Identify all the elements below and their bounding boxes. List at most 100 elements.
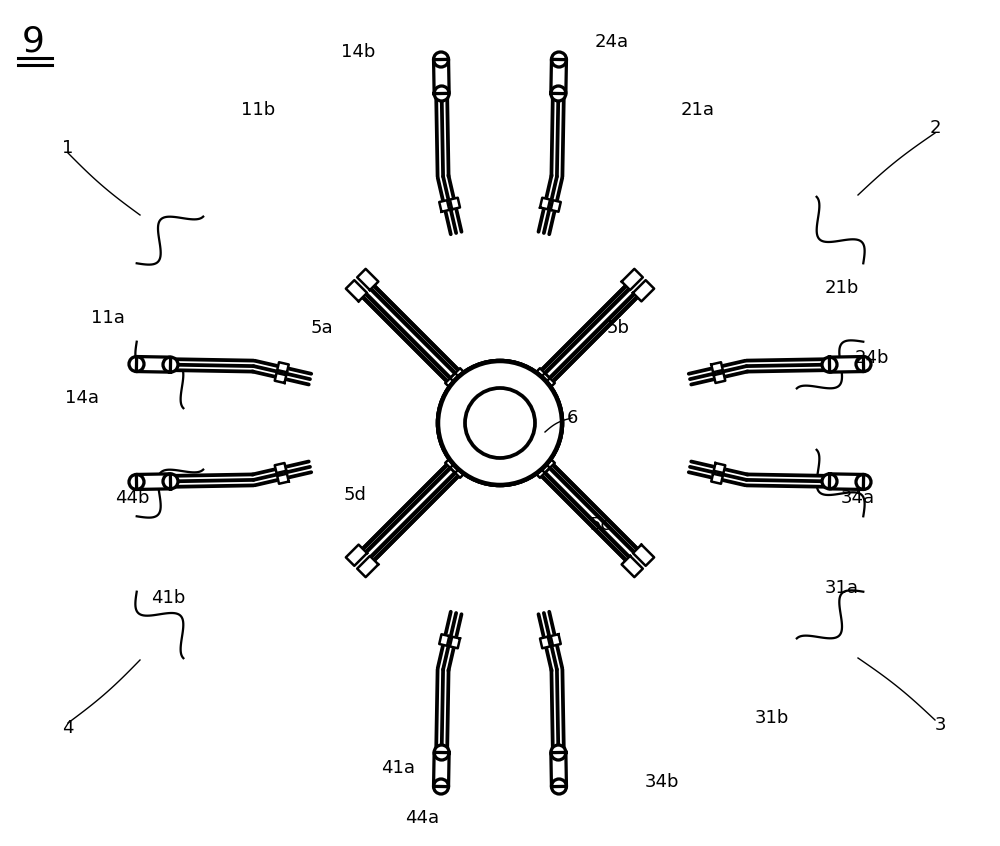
Polygon shape (551, 76, 564, 177)
Circle shape (551, 86, 566, 101)
Circle shape (129, 356, 144, 371)
Text: 44b: 44b (115, 489, 149, 507)
Polygon shape (434, 59, 449, 94)
Text: 11b: 11b (241, 101, 275, 119)
Polygon shape (633, 280, 654, 301)
Text: 5c: 5c (589, 516, 611, 534)
Circle shape (856, 475, 871, 490)
Text: 1: 1 (62, 139, 74, 157)
Polygon shape (450, 461, 467, 478)
Text: 14b: 14b (341, 43, 375, 61)
Polygon shape (689, 360, 748, 384)
Polygon shape (450, 368, 467, 385)
Text: 41b: 41b (151, 589, 185, 607)
Text: 31a: 31a (825, 579, 859, 597)
Polygon shape (533, 368, 550, 385)
Text: 5b: 5b (606, 319, 630, 337)
Polygon shape (538, 456, 555, 473)
Polygon shape (633, 545, 654, 566)
Circle shape (434, 745, 449, 760)
Polygon shape (539, 612, 562, 671)
Polygon shape (153, 359, 254, 371)
Polygon shape (436, 76, 449, 177)
Polygon shape (438, 612, 461, 671)
Polygon shape (450, 198, 460, 209)
Circle shape (434, 779, 449, 794)
Polygon shape (689, 462, 748, 486)
Polygon shape (533, 461, 550, 478)
Polygon shape (551, 59, 566, 94)
Polygon shape (551, 634, 561, 645)
Polygon shape (445, 373, 462, 390)
Polygon shape (136, 356, 171, 372)
Circle shape (438, 361, 562, 485)
Polygon shape (346, 280, 367, 301)
Polygon shape (436, 669, 449, 770)
Polygon shape (711, 474, 723, 484)
Text: 9: 9 (22, 25, 45, 59)
Text: 41a: 41a (381, 759, 415, 777)
Polygon shape (450, 637, 460, 648)
Polygon shape (540, 198, 550, 209)
Text: 5a: 5a (311, 319, 333, 337)
Polygon shape (438, 175, 461, 234)
Text: 3: 3 (934, 716, 946, 734)
Text: 6: 6 (566, 409, 578, 427)
Circle shape (551, 745, 566, 760)
Polygon shape (540, 637, 550, 648)
Circle shape (163, 357, 178, 372)
Text: 11a: 11a (91, 309, 125, 327)
Polygon shape (538, 373, 555, 390)
Polygon shape (277, 362, 289, 372)
Polygon shape (252, 360, 311, 384)
Circle shape (856, 356, 871, 371)
Polygon shape (538, 279, 644, 385)
Polygon shape (275, 463, 286, 473)
Polygon shape (357, 556, 378, 577)
Polygon shape (277, 474, 289, 484)
Polygon shape (746, 359, 847, 371)
Circle shape (434, 86, 449, 101)
Polygon shape (153, 475, 254, 487)
Text: 34b: 34b (645, 773, 679, 791)
Polygon shape (434, 752, 449, 787)
Polygon shape (445, 456, 462, 473)
Text: 31b: 31b (755, 709, 789, 727)
Circle shape (163, 474, 178, 489)
Text: 14a: 14a (65, 389, 99, 407)
Polygon shape (551, 669, 564, 770)
Polygon shape (551, 752, 566, 787)
Text: 5d: 5d (344, 486, 366, 504)
Circle shape (822, 474, 837, 489)
Circle shape (551, 779, 566, 794)
Polygon shape (746, 475, 847, 487)
Polygon shape (539, 175, 562, 234)
Circle shape (438, 361, 562, 485)
Polygon shape (714, 463, 725, 473)
Text: 24a: 24a (595, 33, 629, 51)
Polygon shape (439, 201, 449, 212)
Circle shape (129, 475, 144, 490)
Polygon shape (346, 545, 367, 566)
Text: 21b: 21b (825, 279, 859, 297)
Polygon shape (711, 362, 723, 372)
Circle shape (822, 357, 837, 372)
Polygon shape (252, 462, 311, 486)
Text: 44a: 44a (405, 809, 439, 827)
Polygon shape (622, 556, 643, 577)
Polygon shape (136, 474, 171, 490)
Polygon shape (622, 269, 643, 290)
Polygon shape (439, 634, 449, 645)
Text: 34a: 34a (841, 489, 875, 507)
Text: 2: 2 (929, 119, 941, 137)
Text: 24b: 24b (855, 349, 889, 367)
Polygon shape (356, 279, 462, 385)
Polygon shape (829, 474, 864, 490)
Text: 21a: 21a (681, 101, 715, 119)
Text: 4: 4 (62, 719, 74, 737)
Polygon shape (357, 269, 378, 290)
Polygon shape (275, 373, 286, 383)
Polygon shape (551, 201, 561, 212)
Polygon shape (538, 461, 644, 567)
Polygon shape (829, 356, 864, 372)
